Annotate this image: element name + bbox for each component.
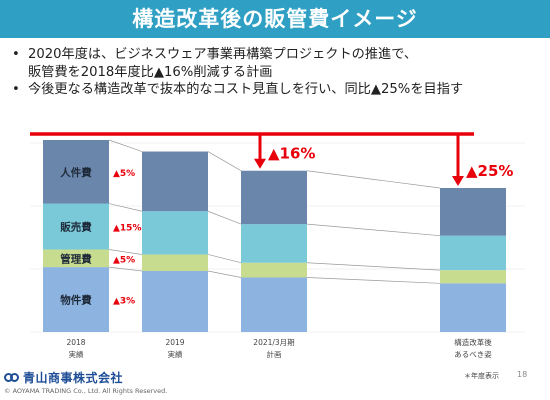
bar-segment [142,211,208,255]
down-arrow-head [452,176,464,186]
bar-segment [142,270,208,332]
segment-label: 販売費 [60,221,92,234]
down-arrow-head [254,158,266,169]
connector-line [207,254,242,264]
connector-line [207,210,242,225]
category-label: 2021/3月期 [253,338,294,347]
connector-line [108,266,143,272]
category-label: 2018 [66,338,85,347]
bar-segment [241,224,307,263]
title-bar [0,0,550,38]
slide-title: 構造改革後の販管費イメージ [132,7,418,31]
bullet-item-2: 今後更なる構造改革で抜本的なコスト見直しを行い、同比▲25%を目指す [6,81,546,99]
company-logo: 青山商事株式会社 [4,370,124,385]
bar-segment [241,170,307,225]
reduction-label: ▲3% [113,297,135,307]
bullet-line-1: 2020年度は、ビジネスウェア事業再構築プロジェクトの推進で、 [28,47,418,62]
category-sublabel: あるべき姿 [454,349,492,359]
bar-segment [43,267,109,332]
bar-segment [241,277,307,332]
bar-segment [440,235,506,271]
bar-segment [43,249,109,268]
category-sublabel: 実績 [69,349,84,359]
reduction-annotation: ▲16% [268,145,315,163]
connector-line [108,203,143,212]
category-label: 構造改革後 [454,337,492,347]
bar-segment [440,188,506,236]
bar-segment [241,262,307,278]
category-sublabel: 実績 [168,349,183,359]
connector-line [207,151,242,172]
bullet-item-1: 2020年度は、ビジネスウェア事業再構築プロジェクトの推進で、 販管費を2018… [6,46,546,81]
connector-line [108,139,143,152]
bullet-line-3: 今後更なる構造改革で抜本的なコスト見直しを行い、同比▲25%を目指す [28,82,464,97]
connector-line [306,170,441,189]
segment-label: 人件費 [60,166,92,179]
category-label: 2019 [165,338,184,347]
reduction-label: ▲5% [113,255,135,265]
bar-segment [43,203,109,250]
bar-segment [440,270,506,284]
connector-line [306,223,441,237]
company-name: 青山商事株式会社 [23,370,124,385]
bar-segment [43,140,109,204]
bar-segment [142,151,208,212]
page-number: 18 [517,370,528,379]
copyright-text: © AOYAMA TRADING Co., Ltd. All Rights Re… [4,387,168,395]
reduction-annotation: ▲25% [466,162,513,180]
connector-line [306,262,441,271]
connector-line [306,277,441,284]
connector-line [207,270,242,278]
bullet-line-2: 販管費を2018年度比▲16%削減する計画 [28,64,273,80]
category-sublabel: 計画 [267,349,282,359]
logo-rings-icon [4,372,20,383]
reduction-label: ▲15% [113,224,141,234]
reduction-label: ▲5% [113,169,135,179]
segment-label: 管理費 [60,252,92,265]
bar-segment [142,254,208,271]
connector-line [108,249,143,255]
fiscal-year-note: ＊年度表示 [464,372,499,380]
bar-segment [440,283,506,332]
bullet-list: 2020年度は、ビジネスウェア事業再構築プロジェクトの推進で、 販管費を2018… [6,46,546,99]
segment-label: 物件費 [60,294,92,307]
